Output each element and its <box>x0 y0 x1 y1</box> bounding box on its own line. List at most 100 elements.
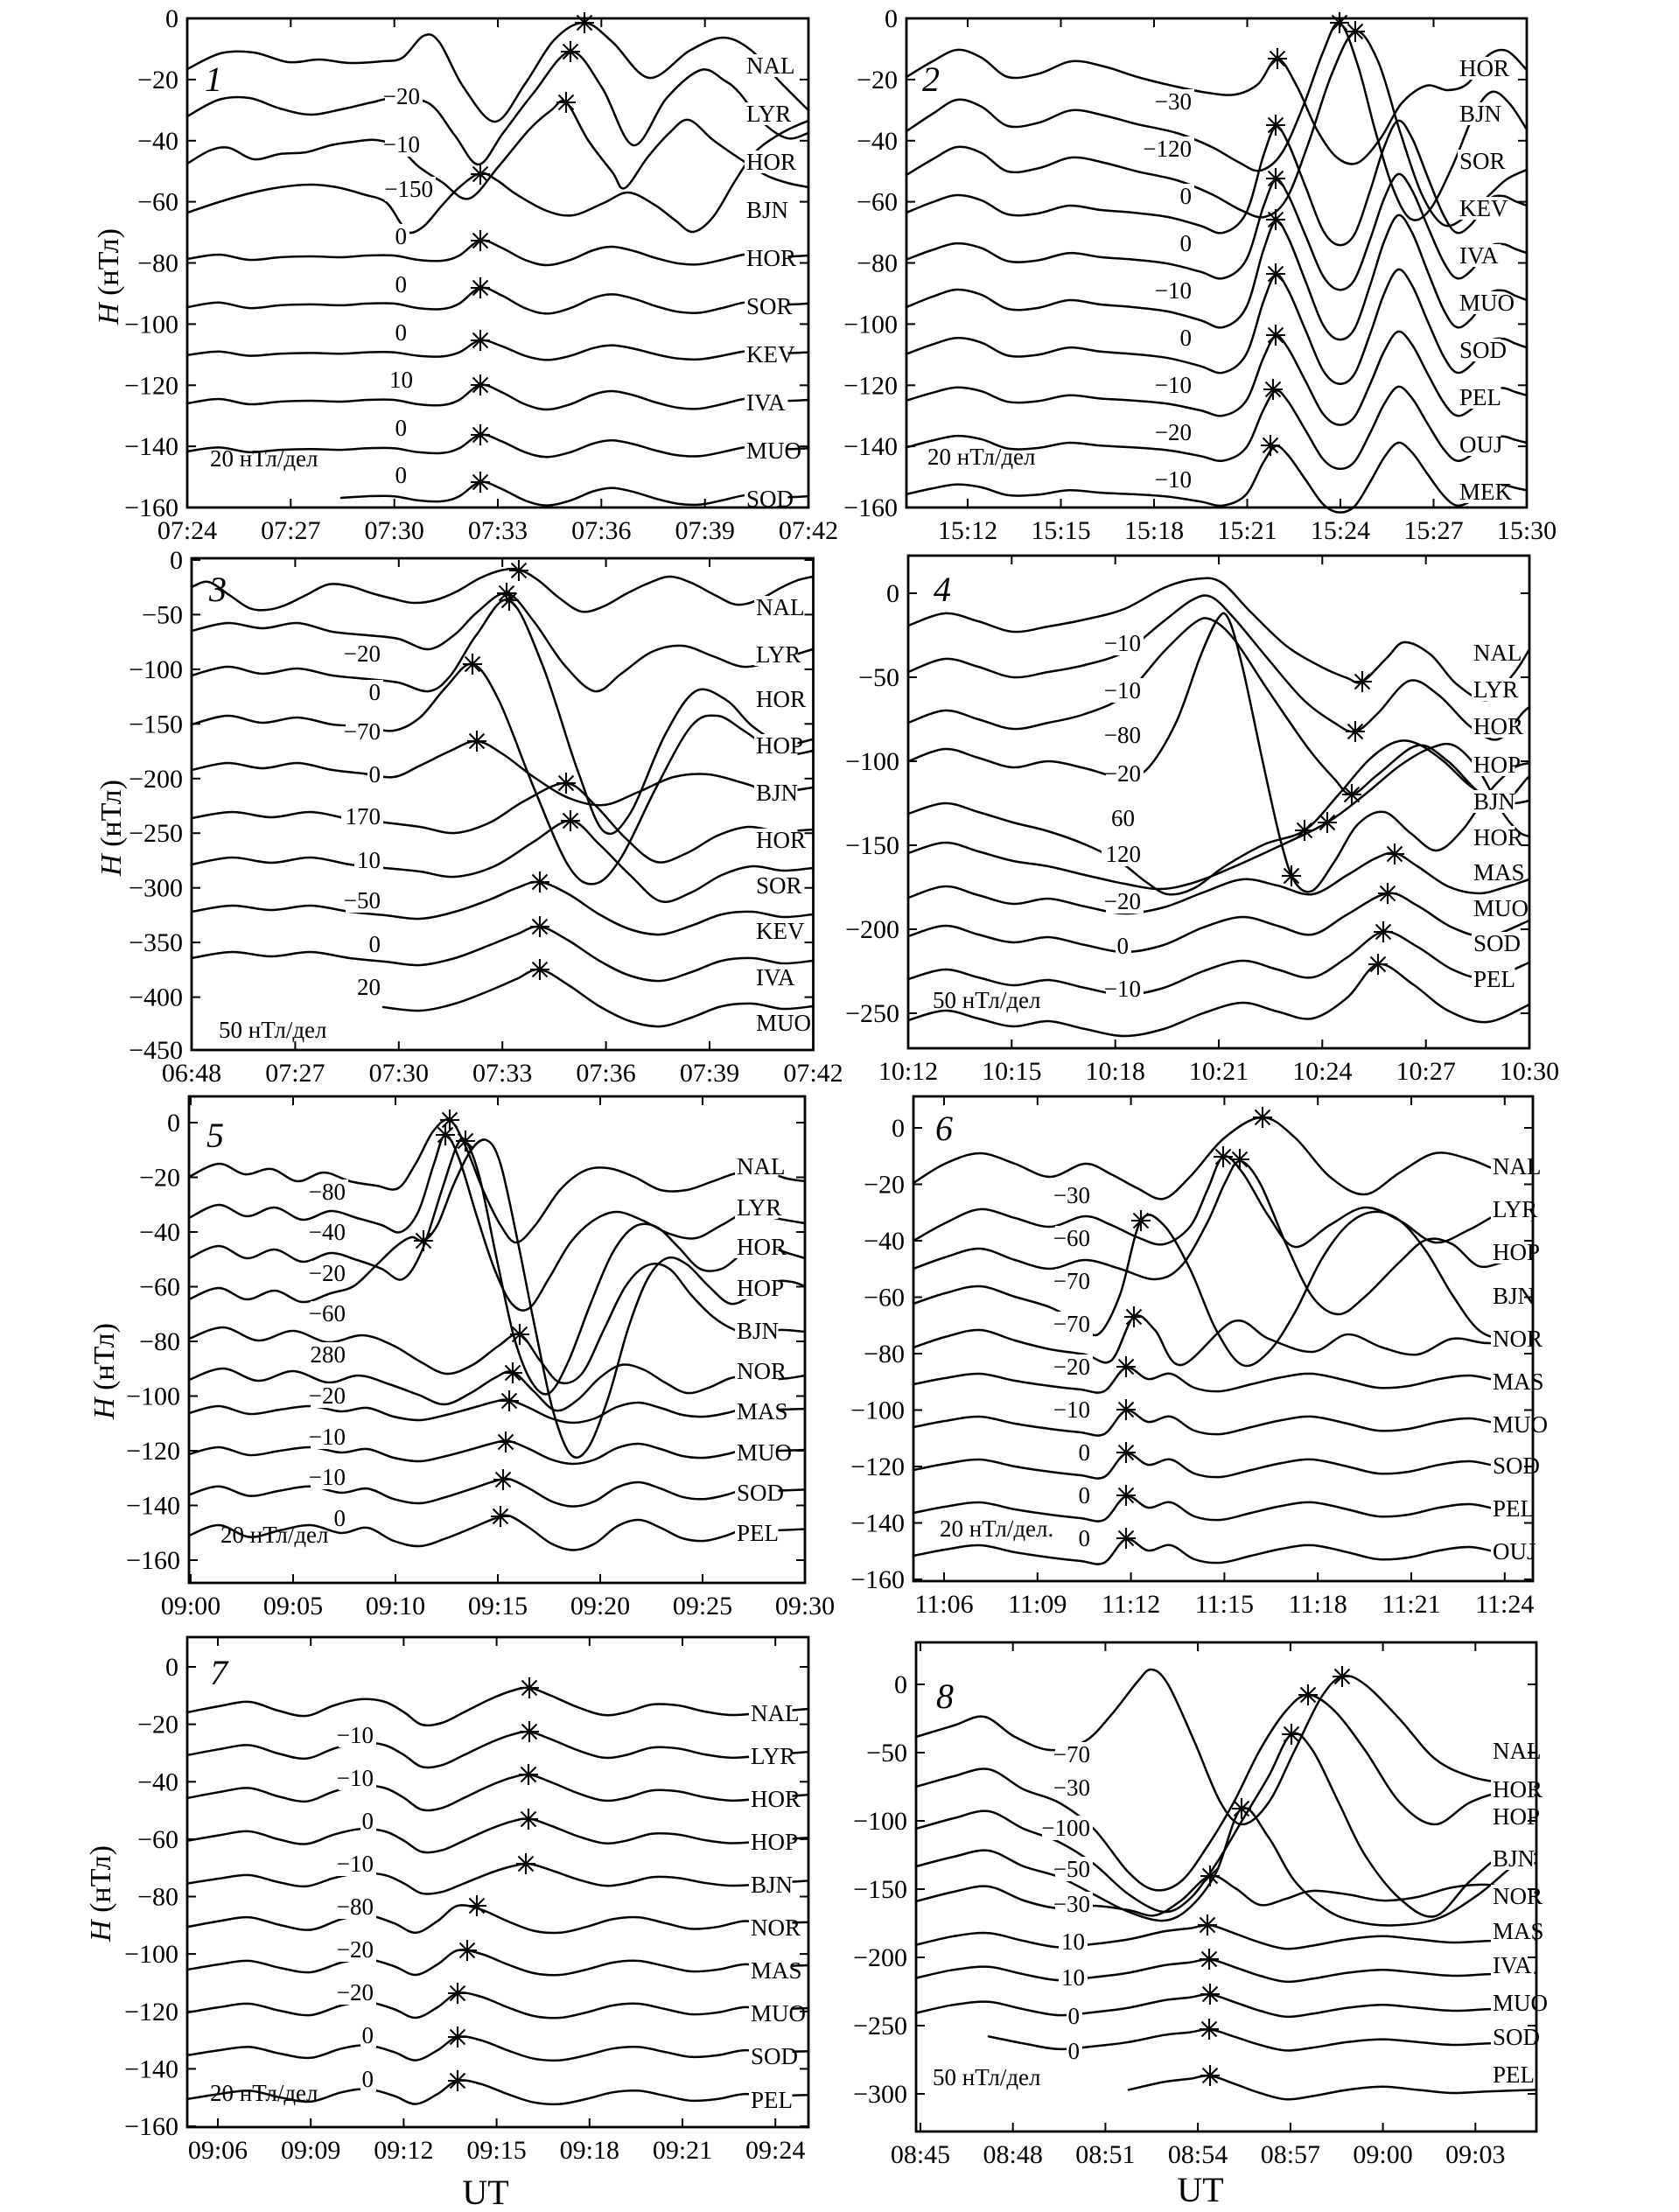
svg-text:−120: −120 <box>124 371 178 400</box>
svg-text:SOR: SOR <box>746 293 793 319</box>
svg-text:0: 0 <box>1068 2038 1081 2064</box>
svg-text:09:15: 09:15 <box>468 1592 528 1620</box>
svg-text:−160: −160 <box>124 2112 178 2141</box>
svg-text:0: 0 <box>1180 183 1193 209</box>
svg-text:−50: −50 <box>858 663 899 692</box>
svg-text:0: 0 <box>1079 1439 1091 1466</box>
svg-text:09:15: 09:15 <box>466 2136 526 2165</box>
svg-text:H (нТл): H (нТл) <box>85 1845 117 1942</box>
svg-text:−100: −100 <box>129 655 183 684</box>
svg-text:−80: −80 <box>857 249 898 278</box>
svg-text:09:21: 09:21 <box>653 2136 712 2165</box>
svg-text:15:15: 15:15 <box>1031 516 1090 545</box>
svg-text:H (нТл): H (нТл) <box>88 1323 121 1420</box>
svg-text:0: 0 <box>1068 2003 1081 2029</box>
svg-text:09:06: 09:06 <box>188 2136 248 2165</box>
svg-text:LYR: LYR <box>1493 1196 1537 1222</box>
svg-text:−20: −20 <box>864 1171 905 1200</box>
svg-text:11:09: 11:09 <box>1008 1590 1067 1619</box>
svg-text:10:12: 10:12 <box>878 1057 938 1086</box>
svg-text:−10: −10 <box>1104 976 1141 1002</box>
svg-text:PEL: PEL <box>737 1520 779 1546</box>
svg-text:−80: −80 <box>1104 722 1141 748</box>
svg-text:10: 10 <box>357 847 381 873</box>
svg-text:50 нТл/дел: 50 нТл/дел <box>933 2064 1041 2090</box>
svg-text:HOP: HOP <box>737 1275 784 1301</box>
svg-text:IVA: IVA <box>746 389 786 416</box>
svg-text:MUO: MUO <box>1459 290 1515 316</box>
svg-text:15:21: 15:21 <box>1217 516 1277 545</box>
svg-text:MUO: MUO <box>1493 1411 1548 1438</box>
svg-text:−10: −10 <box>1155 466 1192 493</box>
svg-text:−160: −160 <box>126 1546 180 1575</box>
svg-text:−10: −10 <box>1155 372 1192 398</box>
svg-text:SOR: SOR <box>1459 148 1506 174</box>
svg-text:NOR: NOR <box>1493 1883 1543 1909</box>
svg-text:07:30: 07:30 <box>365 516 424 545</box>
svg-text:−400: −400 <box>129 984 183 1012</box>
svg-text:−120: −120 <box>126 1437 180 1466</box>
svg-text:BJN: BJN <box>1459 101 1501 127</box>
svg-text:−50: −50 <box>866 1739 907 1768</box>
svg-text:09:24: 09:24 <box>745 2136 805 2165</box>
svg-text:−30: −30 <box>1053 1891 1090 1917</box>
svg-text:20 нТл/дел: 20 нТл/дел <box>210 445 318 472</box>
svg-text:8: 8 <box>936 1676 954 1716</box>
svg-text:−140: −140 <box>124 432 178 461</box>
svg-text:−200: −200 <box>129 765 183 794</box>
svg-text:BJN: BJN <box>746 197 788 223</box>
svg-text:HOR: HOR <box>1473 713 1523 739</box>
svg-text:0: 0 <box>885 4 898 33</box>
svg-text:BJN: BJN <box>1493 1845 1535 1872</box>
svg-text:−120: −120 <box>850 1452 905 1481</box>
svg-text:07:42: 07:42 <box>779 516 838 545</box>
svg-text:10:21: 10:21 <box>1189 1057 1249 1086</box>
svg-text:−40: −40 <box>137 1768 178 1796</box>
svg-text:09:05: 09:05 <box>263 1592 323 1620</box>
svg-text:07:36: 07:36 <box>576 1059 635 1088</box>
svg-text:20 нТл/дел.: 20 нТл/дел. <box>940 1516 1053 1542</box>
svg-text:07:27: 07:27 <box>265 1059 325 1088</box>
svg-text:−100: −100 <box>124 310 178 339</box>
svg-text:−150: −150 <box>384 176 433 202</box>
svg-text:4: 4 <box>934 570 951 609</box>
svg-text:11:06: 11:06 <box>914 1590 973 1619</box>
svg-text:MUO: MUO <box>1473 895 1529 921</box>
svg-text:0: 0 <box>170 546 183 575</box>
svg-text:10: 10 <box>1061 1928 1085 1955</box>
svg-text:−80: −80 <box>137 1883 178 1912</box>
svg-text:MUO: MUO <box>756 1010 811 1036</box>
svg-text:10: 10 <box>389 367 413 393</box>
svg-text:−80: −80 <box>137 249 178 278</box>
svg-text:−20: −20 <box>337 1936 374 1963</box>
svg-text:−120: −120 <box>843 371 898 400</box>
svg-text:0: 0 <box>892 1114 905 1143</box>
svg-text:−80: −80 <box>864 1340 905 1368</box>
svg-text:07:27: 07:27 <box>261 516 320 545</box>
svg-text:15:18: 15:18 <box>1124 516 1184 545</box>
svg-text:07:39: 07:39 <box>680 1059 739 1088</box>
svg-text:09:09: 09:09 <box>281 2136 340 2165</box>
svg-text:−20: −20 <box>309 1382 346 1409</box>
svg-text:−70: −70 <box>1053 1268 1090 1294</box>
svg-text:−10: −10 <box>383 131 420 158</box>
svg-text:HOR: HOR <box>1493 1776 1543 1802</box>
svg-text:0: 0 <box>1117 933 1130 959</box>
svg-text:0: 0 <box>362 2066 374 2092</box>
svg-text:−160: −160 <box>850 1565 905 1594</box>
svg-text:−100: −100 <box>850 1396 905 1425</box>
svg-text:MUO: MUO <box>737 1439 792 1466</box>
svg-text:−250: −250 <box>129 819 183 848</box>
svg-text:HOR: HOR <box>1473 824 1523 850</box>
svg-text:09:10: 09:10 <box>366 1592 425 1620</box>
svg-text:20 нТл/дел: 20 нТл/дел <box>210 2080 318 2106</box>
svg-text:−150: −150 <box>845 831 899 860</box>
svg-text:−50: −50 <box>344 887 381 914</box>
svg-text:−50: −50 <box>1053 1856 1090 1882</box>
svg-text:−40: −40 <box>864 1227 905 1256</box>
svg-text:−10: −10 <box>1104 677 1141 704</box>
svg-text:IVA: IVA <box>1459 242 1499 269</box>
svg-text:−10: −10 <box>309 1424 346 1450</box>
svg-text:−300: −300 <box>129 874 183 903</box>
svg-text:50 нТл/дел: 50 нТл/дел <box>933 987 1041 1013</box>
